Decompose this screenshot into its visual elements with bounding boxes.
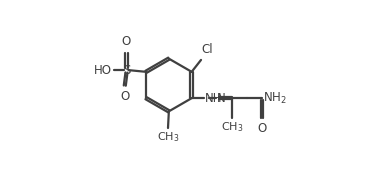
Text: Cl: Cl [202, 43, 214, 56]
Text: N: N [217, 92, 225, 105]
Text: CH$_3$: CH$_3$ [221, 120, 243, 134]
Text: HO: HO [94, 64, 112, 77]
Text: O: O [120, 90, 129, 103]
Text: NH: NH [205, 92, 222, 105]
Text: S: S [123, 64, 130, 77]
Text: O: O [257, 122, 266, 135]
Text: O: O [122, 35, 131, 48]
Text: NH$_2$: NH$_2$ [262, 91, 286, 106]
Text: CH$_3$: CH$_3$ [157, 130, 179, 144]
